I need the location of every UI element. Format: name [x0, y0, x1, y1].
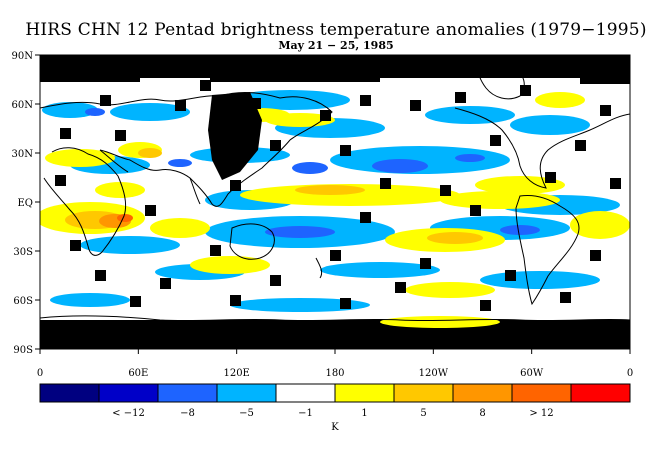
lat-tick-label: 90S [13, 345, 33, 356]
page-subtitle: May 21 − 25, 1985 [278, 39, 394, 52]
weak-positive-anomaly-regions [40, 92, 630, 328]
colorbar-tick-label: −5 [239, 408, 254, 419]
lat-tick-label: 60N [12, 100, 34, 111]
colorbar-swatch [452, 383, 513, 403]
moderate-negative-anomaly-regions [85, 108, 540, 238]
colorbar-swatch [39, 383, 100, 403]
colorbar-swatch [216, 383, 277, 403]
lat-tick-label: 60S [13, 296, 33, 307]
lat-tick-label: EQ [18, 198, 34, 209]
colorbar-tick-label: 1 [361, 408, 367, 419]
anomaly-map [39, 54, 631, 350]
lon-tick-label: 0 [37, 368, 43, 379]
colorbar-tick-label: −1 [298, 408, 313, 419]
colorbar-swatch [275, 383, 336, 403]
lon-tick-label: 60W [520, 368, 544, 379]
lon-tick-label: 120W [419, 368, 449, 379]
colorbar-tick-label: > 12 [529, 408, 553, 419]
latitude-axis: 90N 60N 30N EQ 30S 60S 90S [12, 51, 40, 356]
colorbar-tick-label: −8 [180, 408, 195, 419]
lat-tick-label: 30N [12, 149, 34, 160]
lat-tick-label: 90N [12, 51, 34, 62]
colorbar-tick-label: < −12 [112, 408, 145, 419]
colorbar-swatch [98, 383, 159, 403]
colorbar-swatch [157, 383, 218, 403]
colorbar-tick-label: 8 [479, 408, 485, 419]
lon-tick-label: 180 [325, 368, 344, 379]
lon-tick-label: 60E [128, 368, 148, 379]
coastlines [40, 57, 630, 322]
missing-data-asia [208, 92, 262, 180]
colorbar-swatch [570, 383, 631, 403]
lat-tick-label: 30S [13, 247, 33, 258]
colorbar: < −12 −8 −5 −1 1 5 8 > 12 [39, 383, 631, 419]
colorbar-swatch [393, 383, 454, 403]
colorbar-unit-label: K [331, 422, 339, 433]
lon-tick-label: 0 [627, 368, 633, 379]
lon-tick-label: 120E [223, 368, 249, 379]
missing-data-blocks [55, 80, 621, 311]
longitude-axis: 0 60E 120E 180 120W 60W 0 [37, 349, 633, 379]
colorbar-swatch [334, 383, 395, 403]
colorbar-swatch [511, 383, 572, 403]
colorbar-tick-label: 5 [420, 408, 426, 419]
page-title: HIRS CHN 12 Pentad brightness temperatur… [25, 20, 647, 40]
